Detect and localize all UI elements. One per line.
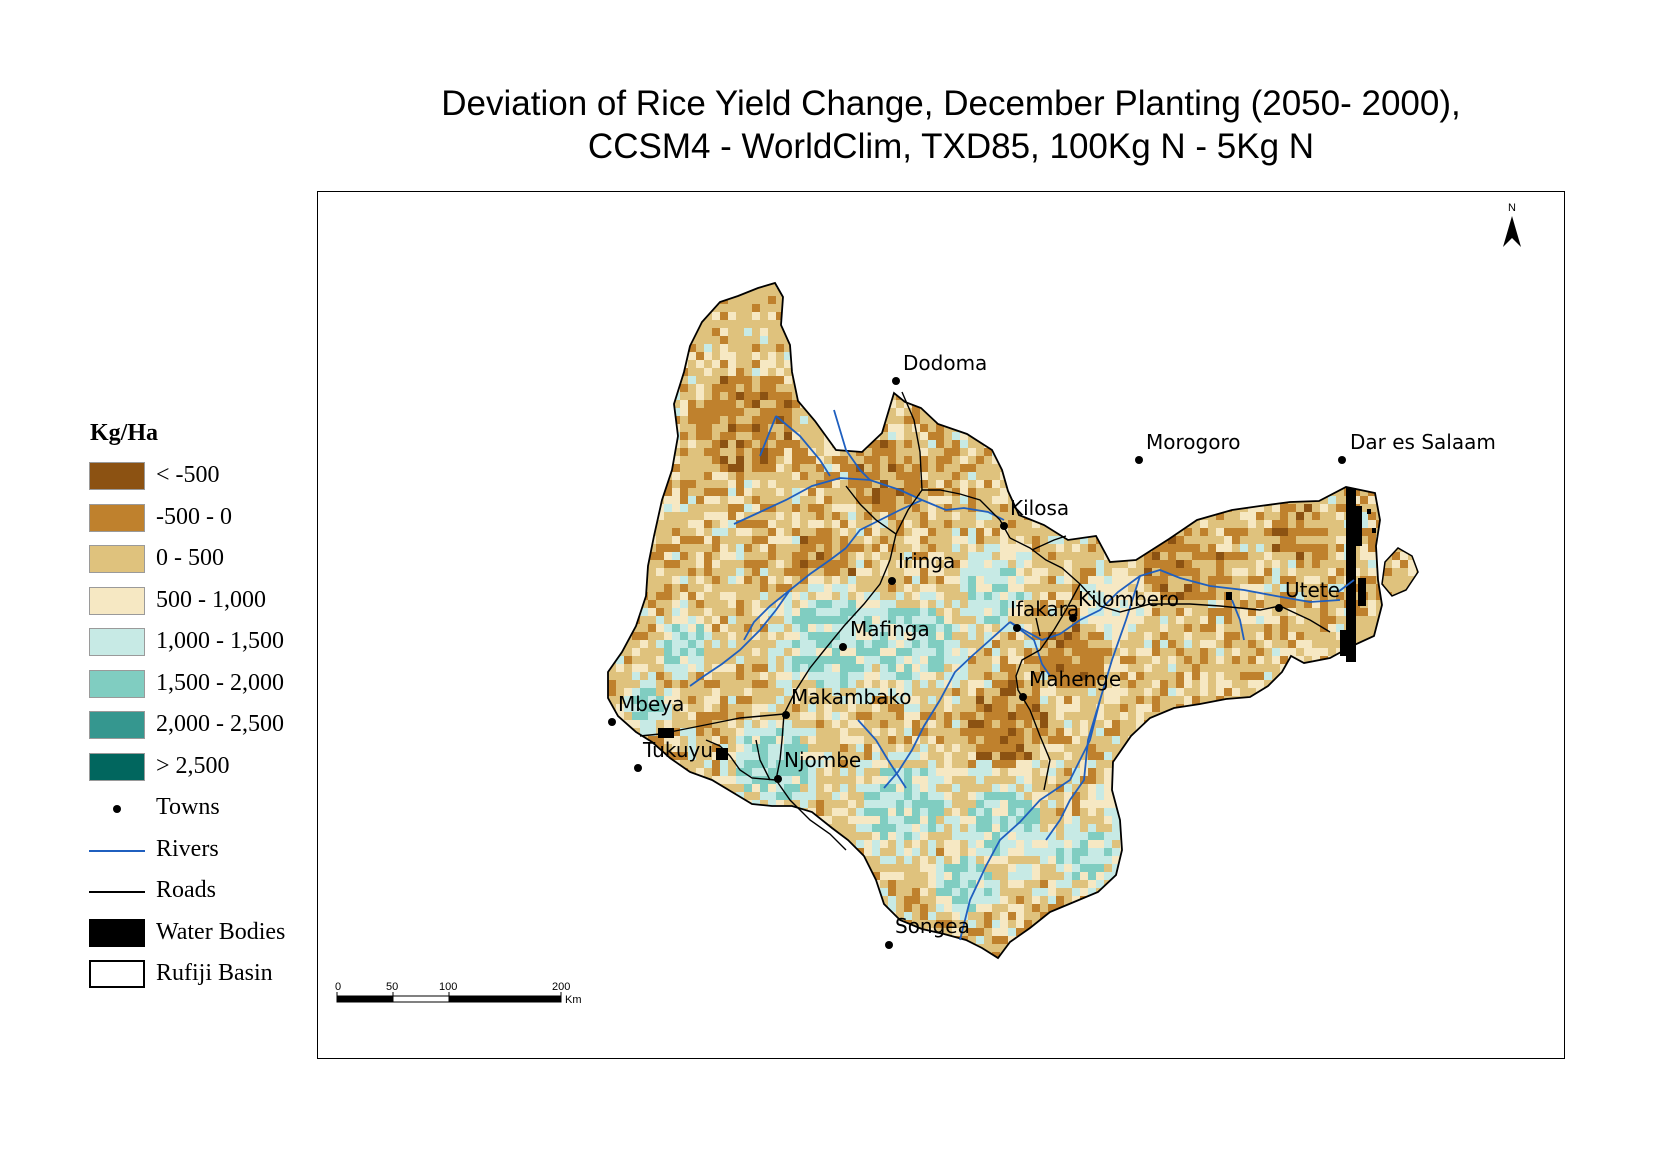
title-line-2: CCSM4 - WorldClim, TXD85, 100Kg N - 5Kg … (587, 127, 1315, 166)
legend-class-4: 1,000 - 1,500 (88, 625, 284, 667)
legend-class-label: 0 - 500 (156, 545, 224, 571)
roads (639, 391, 1331, 851)
town-label-kilosa: Kilosa (1010, 496, 1069, 520)
legend-class-label: < -500 (156, 462, 220, 488)
legend-class-7: > 2,500 (88, 750, 230, 792)
town-dot-kilosa (1000, 522, 1008, 530)
town-dot-dodoma (892, 377, 900, 385)
legend-swatch (89, 711, 145, 739)
basin-outline-icon (89, 960, 145, 988)
legend-swatch (89, 462, 145, 490)
town-label-dodoma: Dodoma (903, 351, 987, 375)
legend-item-water: Water Bodies (88, 916, 285, 958)
town-label-mafinga: Mafinga (850, 617, 930, 641)
town-dot-iringa (888, 577, 896, 585)
towns-layer: Dodoma Morogoro Dar es Salaam Kilosa Iringa I… (608, 351, 1496, 949)
town-label-kilombero: Kilombero (1078, 587, 1179, 611)
town-label-dar: Dar es Salaam (1350, 430, 1496, 454)
legend-swatch (89, 628, 145, 656)
town-dot-makambako (782, 711, 790, 719)
road-line-icon (89, 891, 145, 893)
town-dot-mafinga (839, 643, 847, 651)
legend-class-label: 1,500 - 2,000 (156, 669, 284, 696)
legend-label-towns: Towns (156, 794, 220, 820)
town-label-morogoro: Morogoro (1146, 430, 1240, 454)
legend-class-label: 500 - 1,000 (156, 586, 266, 613)
legend-item-towns: Towns (88, 791, 220, 833)
town-dot-njombe (774, 775, 782, 783)
north-arrow-label: N (1508, 202, 1516, 214)
legend-item-roads: Roads (88, 874, 216, 916)
legend-swatch (89, 669, 145, 698)
water-body-icon (89, 918, 145, 947)
legend-class-2: 0 - 500 (88, 542, 224, 584)
island-outline (1381, 547, 1419, 597)
legend-class-5: 1,500 - 2,000 (88, 667, 284, 709)
scale-unit: Km (565, 994, 582, 1006)
legend-title: Kg/Ha (90, 420, 159, 446)
town-label-mbeya: Mbeya (618, 692, 684, 716)
legend-class-label: > 2,500 (156, 752, 230, 779)
town-dot-tukuyu (634, 764, 642, 772)
legend-label-water: Water Bodies (156, 918, 286, 945)
town-dot-mbeya (608, 718, 616, 726)
town-label-songea: Songea (895, 914, 970, 938)
legend-swatch (89, 545, 145, 573)
town-label-njombe: Njombe (784, 748, 861, 772)
town-label-ifakara: Ifakara (1010, 597, 1079, 621)
scale-tick-100: 100 (439, 981, 457, 993)
town-label-tukuyu: Tukuyu (642, 738, 713, 762)
legend-class-3: 500 - 1,000 (88, 584, 266, 626)
town-label-makambako: Makambako (791, 685, 912, 709)
town-label-mahenge: Mahenge (1029, 667, 1121, 691)
town-dot-kilombero (1069, 614, 1077, 622)
legend-class-6: 2,000 - 2,500 (88, 708, 284, 750)
map-frame (317, 191, 1565, 1059)
scale-tick-50: 50 (386, 981, 398, 993)
scale-tick-200: 200 (552, 981, 570, 993)
town-label-utete: Utete (1285, 578, 1340, 602)
map-title: Deviation of Rice Yield Change, December… (316, 82, 1586, 168)
legend-item-rivers: Rivers (88, 833, 219, 875)
town-dot-ifakara (1013, 624, 1021, 632)
rufiji-basin-outline (607, 281, 1383, 960)
legend-swatch (89, 503, 145, 532)
legend: Kg/Ha < -500 -500 - 0 0 - 500 500 - 1,000 1,… (88, 420, 285, 999)
legend-class-label: 1,000 - 1,500 (156, 628, 284, 654)
legend-label-basin: Rufiji Basin (156, 960, 273, 986)
town-label-iringa: Iringa (898, 549, 955, 573)
town-dot-utete (1275, 604, 1283, 612)
legend-swatch (89, 586, 145, 615)
legend-class-1: -500 - 0 (88, 501, 232, 543)
town-dot-songea (885, 941, 893, 949)
river-line-icon (89, 849, 145, 852)
legend-item-basin: Rufiji Basin (88, 957, 273, 999)
town-dot-morogoro (1135, 456, 1143, 464)
town-dot-mahenge (1019, 693, 1027, 701)
north-arrow: N (1503, 202, 1521, 247)
scale-tick-0: 0 (335, 981, 341, 993)
north-arrow-icon (1503, 216, 1521, 247)
town-dot-dar (1338, 456, 1346, 464)
legend-class-label: 2,000 - 2,500 (156, 711, 284, 737)
legend-class-label: -500 - 0 (156, 503, 232, 530)
town-dot-icon (113, 805, 121, 813)
legend-swatch (89, 752, 145, 781)
legend-label-rivers: Rivers (156, 835, 219, 862)
scale-bar: 0 50 100 200 Km (335, 981, 582, 1006)
legend-classes: < -500 -500 - 0 0 - 500 500 - 1,000 1,000 - … (88, 459, 284, 792)
title-line-1: Deviation of Rice Yield Change, December… (441, 84, 1461, 123)
legend-label-roads: Roads (156, 877, 216, 903)
legend-class-0: < -500 (88, 459, 220, 501)
